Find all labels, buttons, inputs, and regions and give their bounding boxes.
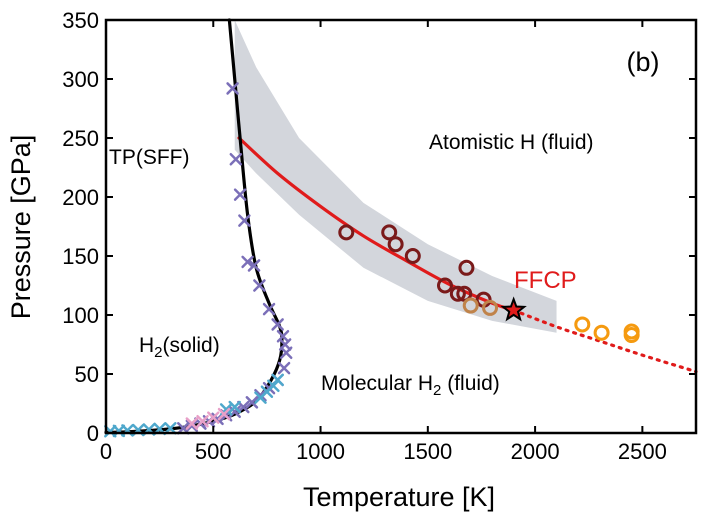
label-ffcp: FFCP	[514, 267, 577, 294]
lines-layer	[104, 18, 698, 435]
x-tick-label: 2500	[618, 439, 667, 464]
purple-cross-point	[233, 188, 247, 201]
pink-cross-point	[185, 417, 199, 430]
tan-circle-point	[482, 299, 499, 316]
tan-circle-point	[462, 297, 479, 314]
y-tick-label: 200	[62, 185, 99, 210]
y-tick-label: 50	[75, 362, 99, 387]
pink-cross-point	[207, 411, 220, 424]
dark-red-circle-point	[449, 285, 466, 302]
purple-cross-point	[271, 318, 284, 331]
purple-cross-point	[237, 400, 250, 414]
y-tick-label: 0	[87, 421, 99, 446]
label-tp-sff: TP(SFF)	[109, 146, 189, 169]
x-tick-label: 1500	[403, 439, 452, 464]
purple-cross-point	[241, 255, 254, 269]
purple-cross-point	[277, 361, 291, 375]
dark-red-circle-point	[387, 236, 404, 253]
y-tick-label: 150	[62, 244, 99, 269]
label-atomistic-h: Atomistic H (fluid)	[429, 131, 594, 154]
orange-circle-point	[593, 324, 610, 341]
label-molecular-h2: Molecular H2 (fluid)	[321, 372, 500, 399]
label-h2-solid-prefix: H	[139, 334, 154, 357]
band-layer	[234, 20, 557, 333]
x-tick-label: 1000	[296, 439, 345, 464]
purple-cross-point	[245, 396, 259, 409]
orange-circle-point	[623, 327, 640, 344]
dark-red-circle-point	[456, 285, 473, 302]
label-molecular-subscript: 2	[433, 382, 441, 399]
purple-cross-point	[279, 346, 293, 360]
ticks-layer: 0 500 1000 1500 2000 2500 0 50 100 150 200 250 300 35…	[62, 8, 696, 464]
transition-line-dotted	[512, 308, 698, 374]
y-tick-label: 350	[62, 8, 99, 33]
label-h2-solid-suffix: (solid)	[163, 334, 220, 357]
purple-cross-point	[247, 259, 261, 272]
blue-cross-point	[254, 391, 267, 404]
y-axis-title: Pressure [GPa]	[6, 135, 36, 320]
purple-cross-point	[176, 422, 190, 435]
dark-red-circle-point	[436, 277, 453, 294]
purple-cross-point	[229, 152, 243, 166]
dark-red-circle-point	[338, 224, 355, 241]
purple-cross-point	[238, 214, 251, 227]
panel-label: (b)	[627, 47, 660, 77]
y-tick-label: 100	[62, 303, 99, 328]
x-tick-label: 0	[100, 439, 112, 464]
x-tick-label: 2000	[511, 439, 560, 464]
label-molecular-suffix: (fluid)	[441, 372, 499, 395]
label-molecular-prefix: Molecular H	[321, 372, 433, 395]
y-tick-label: 250	[62, 126, 99, 151]
dark-red-circle-point	[458, 259, 475, 276]
purple-cross-point	[226, 82, 239, 95]
orange-circle-point	[574, 316, 591, 333]
blue-cross-point	[164, 422, 177, 435]
label-h2-solid: H2(solid)	[139, 334, 220, 361]
points-layer	[104, 82, 640, 438]
x-tick-label: 500	[195, 439, 232, 464]
purple-cross-point	[253, 279, 266, 292]
x-axis-title: Temperature [K]	[303, 482, 495, 512]
dark-red-circle-point	[404, 248, 421, 264]
purple-cross-point	[262, 302, 276, 316]
y-tick-label: 300	[62, 67, 99, 92]
dark-red-circle-point	[381, 224, 398, 241]
pink-cross-point	[196, 414, 209, 428]
plot-frame	[104, 18, 698, 435]
label-h2-solid-subscript: 2	[154, 344, 162, 361]
ffcp-star-marker	[500, 296, 527, 322]
pink-cross-point	[217, 407, 231, 421]
uncertainty-band	[234, 20, 557, 333]
